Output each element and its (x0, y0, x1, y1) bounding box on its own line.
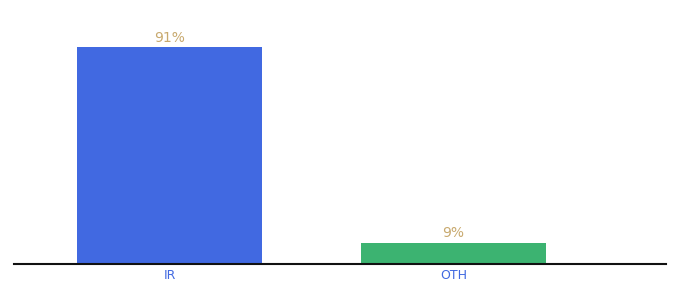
Bar (78, 47, 262, 264)
Bar (361, 243, 546, 264)
Text: 91%: 91% (154, 31, 185, 45)
Text: 9%: 9% (443, 226, 464, 240)
